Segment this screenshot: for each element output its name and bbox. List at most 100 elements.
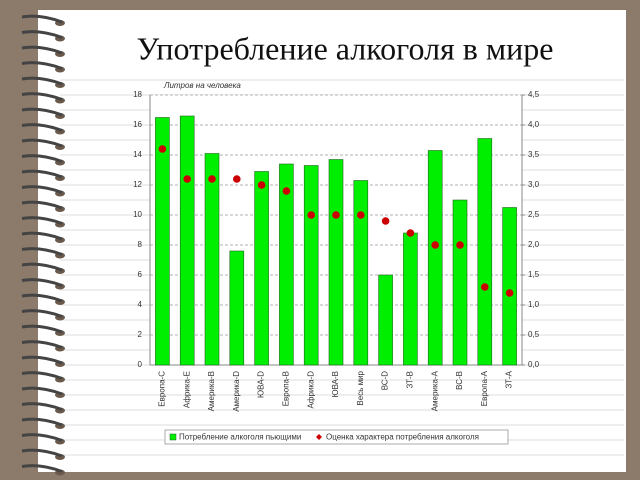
bar	[502, 207, 517, 366]
ring	[21, 464, 63, 473]
y2-tick-label: 4,0	[528, 120, 540, 129]
ring	[21, 231, 63, 241]
y-tick-label: 10	[133, 210, 142, 219]
bar	[427, 150, 443, 366]
point	[381, 217, 390, 225]
ring	[21, 293, 63, 303]
y-axis-label: Литров на человека	[163, 81, 241, 90]
x-tick-label: ЗТ-В	[406, 371, 415, 389]
bar	[303, 165, 319, 366]
point	[183, 175, 191, 183]
x-tick-label: Африка-Е	[182, 371, 191, 408]
y-tick-label: 18	[133, 90, 142, 99]
y-tick-label: 16	[133, 120, 142, 129]
y-tick-label: 14	[133, 150, 142, 159]
point	[481, 283, 489, 291]
legend-label: Оценка характера потребления алкоголя	[326, 433, 479, 442]
spiral-rings	[21, 14, 65, 476]
ring	[21, 107, 63, 117]
y2-tick-label: 0,0	[528, 360, 540, 369]
point	[332, 211, 340, 219]
ring	[21, 371, 63, 380]
point	[307, 211, 316, 219]
bar	[279, 163, 294, 366]
legend-box	[164, 429, 509, 445]
point	[257, 181, 266, 189]
y2-tick-label: 4,5	[528, 90, 540, 99]
x-tick-label: Европа-С	[158, 371, 167, 407]
point	[158, 145, 167, 153]
y2-tick-label: 2,5	[528, 210, 540, 219]
y-tick-label: 0	[138, 360, 143, 369]
ring	[21, 262, 63, 272]
point	[282, 187, 291, 195]
ring	[21, 340, 63, 349]
point	[406, 229, 415, 237]
point	[505, 289, 514, 297]
chart-title: Употребление алкоголя в мире	[137, 30, 554, 66]
ring	[21, 169, 63, 179]
bar	[403, 232, 418, 366]
point	[456, 241, 464, 249]
legend-label: Потребление алкоголя пьющими	[179, 433, 301, 442]
ring	[21, 14, 63, 24]
ring	[21, 45, 63, 55]
point	[208, 175, 216, 183]
bar	[452, 199, 468, 366]
point	[233, 175, 241, 183]
y-tick-label: 2	[138, 330, 143, 339]
y-tick-label: 4	[138, 300, 143, 309]
ring	[21, 417, 63, 427]
y2-tick-label: 1,0	[528, 300, 540, 309]
x-tick-label: Европа-А	[480, 370, 489, 406]
bar	[204, 153, 220, 366]
ring	[21, 386, 63, 396]
y2-tick-label: 2,0	[528, 240, 540, 249]
ring	[21, 123, 63, 132]
ring	[21, 200, 63, 210]
y2-tick-label: 0,5	[528, 330, 540, 339]
x-tick-label: ВС-D	[381, 371, 390, 391]
bar	[254, 171, 269, 366]
bar	[328, 159, 344, 366]
ring	[21, 355, 63, 365]
x-tick-label: Америка-А	[430, 370, 439, 411]
x-tick-label: ЮВА-В	[331, 371, 340, 398]
legend-swatch	[316, 434, 322, 440]
x-tick-label: Африка-D	[306, 371, 315, 409]
ring	[21, 247, 63, 256]
x-tick-label: ЮВА-D	[257, 371, 266, 398]
y-tick-label: 6	[138, 270, 143, 279]
bar	[378, 274, 393, 366]
x-tick-label: Весь мир	[356, 370, 365, 405]
ring	[21, 448, 63, 458]
ring	[21, 433, 63, 442]
ring	[21, 92, 63, 101]
x-tick-label: Европа-В	[282, 371, 291, 406]
ring	[21, 216, 63, 225]
ring	[21, 324, 63, 334]
bar	[477, 138, 493, 366]
ring	[21, 76, 63, 86]
y2-tick-label: 3,0	[528, 180, 540, 189]
ring	[21, 278, 63, 287]
bar	[353, 180, 369, 366]
legend-swatch	[169, 433, 177, 441]
y2-tick-label: 3,5	[528, 150, 540, 159]
ring	[21, 61, 63, 70]
x-tick-label: ЗТ-А	[505, 370, 514, 388]
point	[431, 241, 440, 249]
y2-tick-label: 1,5	[528, 270, 540, 279]
bar	[229, 250, 245, 366]
ring	[21, 30, 63, 39]
ring	[21, 309, 63, 318]
bar	[155, 117, 170, 366]
ring	[21, 138, 63, 148]
x-tick-label: Америка-D	[232, 371, 241, 412]
bar	[179, 115, 195, 366]
y-tick-label: 8	[138, 240, 143, 249]
x-tick-label: Америка-В	[207, 371, 216, 411]
y-tick-label: 12	[133, 180, 142, 189]
